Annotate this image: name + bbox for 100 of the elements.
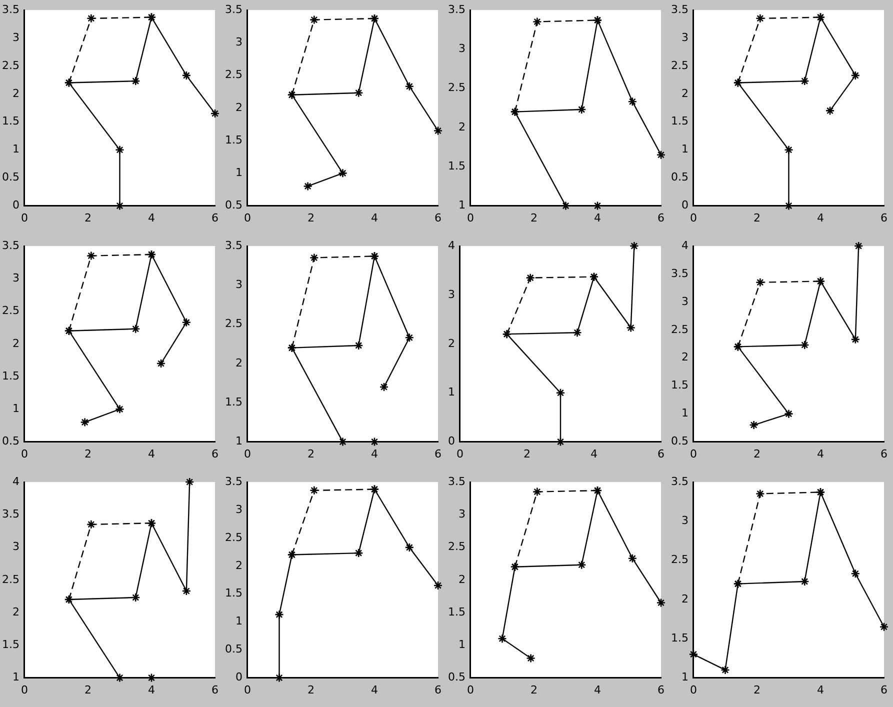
y-tick-label: 0.5 [448,670,466,684]
y-tick-label: 3.5 [670,266,688,280]
y-tick-label: 1 [681,670,688,684]
y-tick-label: 2.5 [670,58,688,72]
x-tick-label: 0 [466,211,474,224]
x-tick-label: 2 [307,683,314,696]
y-tick-label: 2 [235,356,242,370]
y-tick-label: 4 [12,474,20,488]
y-tick-label: 1 [681,142,688,156]
y-tick-label: 3.5 [448,2,466,16]
y-tick-label: 1.5 [224,133,242,146]
y-tick-label: 3.5 [670,474,688,488]
y-tick-label: 2.5 [670,322,688,336]
x-tick-label: 4 [817,447,824,460]
y-tick-label: 3.5 [448,474,466,488]
y-tick-label: 2 [681,350,688,364]
y-tick-label: 4 [681,238,688,252]
y-tick-label: 2 [235,558,242,572]
y-tick-label: 1 [448,386,455,399]
y-tick-label: 2 [458,572,466,586]
x-tick-label: 0 [690,683,697,696]
x-tick-label: 4 [148,683,155,696]
y-tick-label: 2.5 [670,553,688,566]
y-tick-label: 1.5 [224,586,242,600]
x-tick-label: 6 [880,211,888,224]
x-tick-label: 4 [817,211,824,224]
y-tick-label: 1.5 [2,369,20,382]
x-tick-label: 0 [20,211,28,224]
y-tick-label: 3 [235,278,242,292]
y-tick-label: 1 [458,638,466,652]
y-tick-label: 3.5 [2,2,20,16]
y-tick-label: 2.5 [224,68,242,82]
x-tick-label: 0 [466,683,474,696]
x-tick-label: 0 [244,447,251,460]
y-tick-label: 1 [681,406,688,420]
y-tick-label: 1.5 [670,632,688,644]
y-tick-label: 3 [12,30,20,44]
y-tick-label: 0.5 [2,434,20,448]
y-tick-label: 3 [12,540,20,554]
y-tick-label: 2.5 [2,572,20,586]
y-tick-label: 2.5 [448,81,466,94]
x-tick-label: 6 [880,447,888,460]
x-tick-label: 2 [307,211,314,224]
x-tick-label: 2 [307,447,314,460]
y-tick-label: 1.5 [224,396,242,408]
y-tick-label: 2 [12,86,20,100]
x-tick-label: 6 [212,683,218,696]
x-tick-label: 2 [753,447,760,460]
x-tick-label: 2 [84,447,92,460]
y-tick-label: 3.5 [224,238,242,252]
y-tick-label: 3 [458,507,466,520]
y-tick-label: 2.5 [224,317,242,330]
y-tick-label: 0.5 [2,170,20,184]
x-tick-label: 4 [594,683,601,696]
y-tick-label: 1 [458,198,466,212]
x-tick-label: 4 [371,683,378,696]
x-tick-label: 0 [690,211,697,224]
y-tick-label: 1 [235,166,242,180]
y-tick-label: 1 [235,434,242,448]
x-tick-label: 0 [244,683,251,696]
x-tick-label: 2 [84,211,92,224]
x-tick-label: 6 [212,447,218,460]
y-tick-label: 2.5 [2,58,20,72]
x-tick-label: 2 [753,211,760,224]
y-tick-label: 3.5 [2,507,20,520]
y-tick-label: 1 [12,142,20,156]
y-tick-label: 2 [681,592,688,606]
x-tick-label: 6 [434,447,442,460]
x-tick-label: 0 [20,683,28,696]
y-tick-label: 2 [12,605,20,618]
x-tick-label: 6 [212,211,218,224]
x-tick-label: 2 [753,683,760,696]
y-tick-label: 3 [681,294,688,308]
y-tick-label: 3 [235,35,242,48]
x-tick-label: 0 [690,447,697,460]
y-tick-label: 2.5 [448,540,466,554]
y-tick-label: 2 [235,100,242,114]
y-tick-label: 1.5 [670,378,688,392]
x-tick-label: 6 [880,683,888,696]
x-tick-label: 0 [20,447,28,460]
y-tick-label: 1.5 [2,638,20,652]
y-tick-label: 3 [12,271,20,284]
y-tick-label: 3.5 [2,238,20,252]
x-tick-label: 6 [434,211,442,224]
y-tick-label: 3.5 [224,2,242,16]
x-tick-label: 2 [84,683,92,696]
y-tick-label: 3 [681,514,688,528]
y-tick-label: 2 [12,336,20,350]
y-tick-label: 3.5 [224,474,242,488]
y-tick-label: 2 [458,120,466,134]
x-tick-label: 6 [658,447,664,460]
x-tick-label: 6 [658,683,664,696]
y-tick-label: 1 [235,614,242,628]
y-tick-label: 1.5 [670,114,688,128]
y-tick-label: 0 [12,198,20,212]
y-tick-label: 3 [681,30,688,44]
y-tick-label: 3 [235,502,242,516]
y-tick-label: 0 [235,670,242,684]
y-tick-label: 0.5 [670,434,688,448]
y-tick-label: 0 [448,434,455,448]
